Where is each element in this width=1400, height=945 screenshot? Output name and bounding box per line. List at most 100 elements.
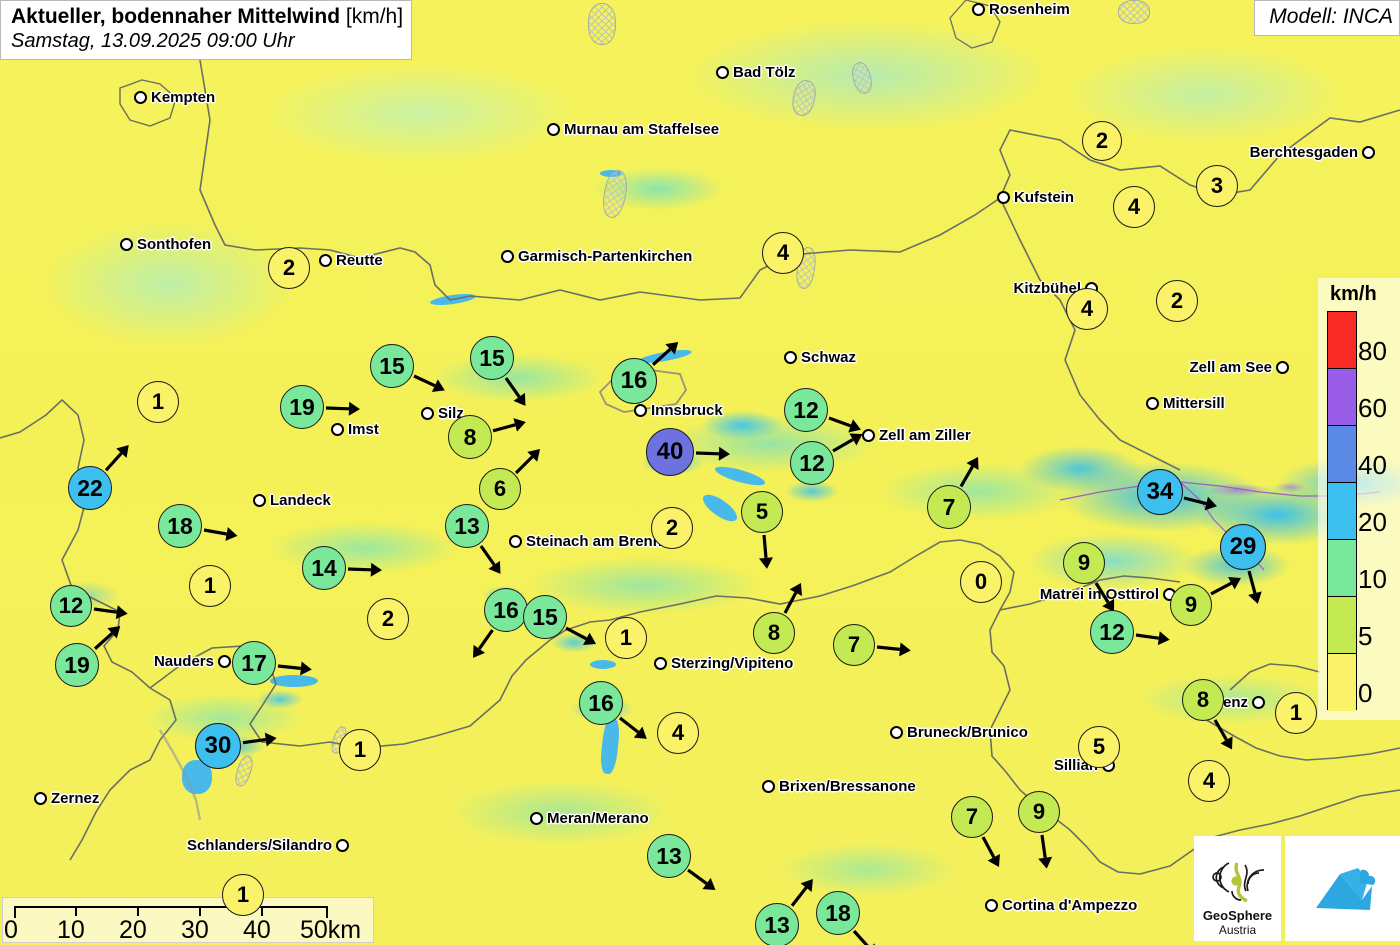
wind-speed-badge[interactable]: 12 [790, 441, 834, 485]
wind-speed-badge[interactable]: 12 [784, 388, 828, 432]
wind-speed-badge[interactable]: 14 [302, 546, 346, 590]
city-marker-dot [1276, 361, 1289, 374]
legend-tick-0: 0 [1358, 678, 1373, 708]
blue-mountain-mark-icon [1315, 867, 1375, 910]
wind-speed-badge[interactable]: 8 [753, 612, 795, 654]
wind-speed-badge[interactable]: 4 [762, 232, 804, 274]
wind-speed-badge[interactable]: 4 [1188, 760, 1230, 802]
city-marker-dot [331, 423, 344, 436]
wind-speed-badge[interactable]: 9 [1170, 584, 1212, 626]
city-name: Innsbruck [651, 402, 723, 419]
wind-speed-badge[interactable]: 1 [222, 874, 264, 916]
wind-speed-badge[interactable]: 40 [646, 428, 694, 476]
wind-speed-badge[interactable]: 29 [1220, 524, 1266, 570]
legend-segment-10 [1328, 540, 1356, 597]
wind-speed-badge[interactable]: 16 [579, 681, 623, 725]
city-marker-dot [530, 812, 543, 825]
wind-speed-badge[interactable]: 19 [280, 385, 324, 429]
wind-speed-badge[interactable]: 2 [1156, 280, 1198, 322]
wind-speed-badge[interactable]: 7 [951, 796, 993, 838]
city-label: Zernez [34, 790, 99, 807]
wind-speed-badge[interactable]: 13 [755, 903, 799, 945]
city-name: Sonthofen [137, 236, 212, 253]
wind-speed-badge[interactable]: 4 [1066, 288, 1108, 330]
scale-label-30: 30 [181, 916, 209, 944]
city-label: Bad Tölz [716, 64, 796, 81]
scale-bar-panel [2, 897, 374, 943]
geosphere-logo: GeoSphere Austria [1194, 836, 1281, 941]
wind-speed-badge[interactable]: 7 [927, 485, 971, 529]
wind-speed-badge[interactable]: 18 [158, 504, 202, 548]
wind-speed-badge[interactable]: 12 [50, 585, 92, 627]
wind-speed-badge[interactable]: 2 [367, 598, 409, 640]
city-name: Zernez [51, 790, 100, 807]
city-marker-dot [1146, 397, 1159, 410]
wind-speed-badge[interactable]: 2 [268, 247, 310, 289]
wind-speed-badge[interactable]: 1 [605, 617, 647, 659]
city-name: Bruneck/Brunico [907, 724, 1028, 741]
city-name: Reutte [336, 252, 383, 269]
wind-speed-badge[interactable]: 15 [370, 344, 414, 388]
wind-speed-badge[interactable]: 34 [1137, 469, 1183, 515]
wind-speed-badge[interactable]: 22 [68, 466, 112, 510]
wind-speed-badge[interactable]: 16 [484, 588, 528, 632]
hatched-area [1118, 0, 1150, 24]
scale-label-50km: 50km [300, 916, 362, 944]
wind-speed-badge[interactable]: 12 [1090, 610, 1134, 654]
city-marker-dot [634, 404, 647, 417]
city-name: Landeck [270, 492, 331, 509]
wind-speed-badge[interactable]: 16 [611, 358, 657, 404]
city-marker-dot [762, 780, 775, 793]
city-label: Silz [421, 405, 464, 422]
wind-speed-badge[interactable]: 5 [1078, 726, 1120, 768]
city-marker-dot [972, 3, 985, 16]
city-label: Landeck [253, 492, 331, 509]
wind-speed-badge[interactable]: 8 [448, 415, 492, 459]
city-name: Sterzing/Vipiteno [671, 655, 794, 672]
wind-speed-badge[interactable]: 8 [1182, 679, 1224, 721]
city-marker-dot [1362, 146, 1375, 159]
city-marker-dot [547, 123, 560, 136]
wind-speed-badge[interactable]: 19 [55, 643, 99, 687]
wind-speed-badge[interactable]: 13 [647, 834, 691, 878]
wind-speed-badge[interactable]: 4 [657, 712, 699, 754]
partner-logo [1285, 836, 1400, 941]
city-marker-dot [784, 351, 797, 364]
city-name: Rosenheim [989, 1, 1070, 18]
wind-speed-badge[interactable]: 6 [479, 468, 521, 510]
city-marker-dot [253, 494, 266, 507]
wind-speed-badge[interactable]: 18 [816, 891, 860, 935]
wind-speed-badge[interactable]: 0 [960, 561, 1002, 603]
wind-speed-badge[interactable]: 30 [195, 723, 241, 769]
wind-speed-badge[interactable]: 1 [137, 381, 179, 423]
city-marker-dot [336, 839, 349, 852]
city-name: Murnau am Staffelsee [564, 121, 720, 138]
wind-speed-badge[interactable]: 17 [232, 641, 276, 685]
title-subtitle: Samstag, 13.09.2025 09:00 Uhr [11, 30, 295, 52]
city-name: Kufstein [1014, 189, 1074, 206]
wind-speed-badge[interactable]: 1 [189, 565, 231, 607]
wind-speed-badge[interactable]: 3 [1196, 165, 1238, 207]
city-label: Meran/Merano [530, 810, 649, 827]
scale-label-0: 0 [4, 916, 18, 944]
city-label: Zell am Ziller [862, 427, 971, 444]
wind-speed-badge[interactable]: 15 [470, 336, 514, 380]
wind-speed-badge[interactable]: 2 [651, 507, 693, 549]
city-marker-dot [34, 792, 47, 805]
city-label: Reutte [319, 252, 383, 269]
wind-speed-badge[interactable]: 7 [833, 624, 875, 666]
wind-speed-badge[interactable]: 4 [1113, 186, 1155, 228]
city-marker-dot [1252, 696, 1265, 709]
wind-speed-badge[interactable]: 5 [741, 491, 783, 533]
wind-speed-badge[interactable]: 1 [1275, 692, 1317, 734]
wind-speed-badge[interactable]: 2 [1082, 121, 1122, 161]
title-box: Aktueller, bodennaher Mittelwind [km/h] … [0, 0, 413, 60]
wind-speed-badge[interactable]: 13 [445, 504, 489, 548]
wind-speed-badge[interactable]: 1 [339, 729, 381, 771]
city-marker-dot [501, 250, 514, 263]
wind-speed-badge[interactable]: 15 [523, 595, 567, 639]
wind-speed-badge[interactable]: 9 [1063, 542, 1105, 584]
city-marker-dot [134, 91, 147, 104]
wind-speed-badge[interactable]: 9 [1018, 791, 1060, 833]
